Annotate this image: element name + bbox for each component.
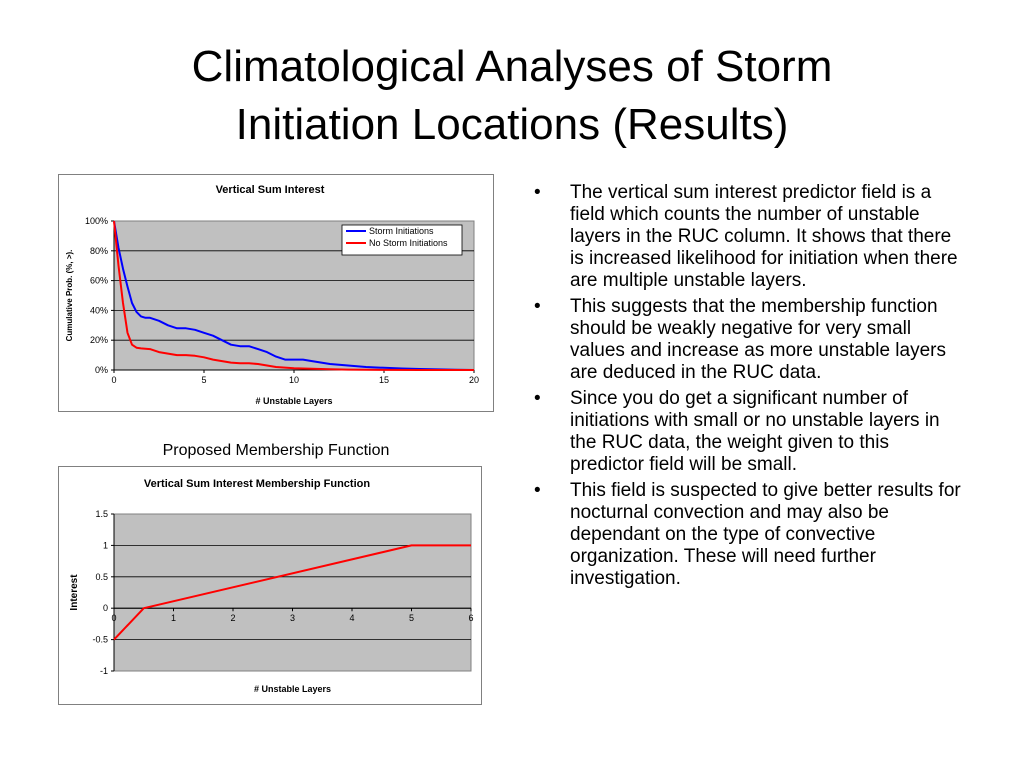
x-tick-label: 1 — [171, 613, 176, 623]
x-tick-label: 3 — [290, 613, 295, 623]
y-tick-label: 20% — [90, 335, 108, 345]
y-tick-label: 100% — [85, 216, 108, 226]
bullet-list: • The vertical sum interest predictor fie… — [528, 182, 968, 594]
legend-label: No Storm Initiations — [369, 238, 448, 248]
bullet-text: This field is suspected to give better r… — [570, 480, 961, 589]
slide-title: Climatological Analyses of Storm Initiat… — [0, 38, 1024, 154]
bullet-item: • This suggests that the membership funct… — [528, 296, 968, 384]
membership-function-chart: -1 -0.5 0 0.5 1 1.5 0 1 2 3 4 5 6 Vertical Sum Intere… — [58, 466, 482, 705]
y-tick-label: 40% — [90, 305, 108, 315]
y-tick-label: 0 — [103, 603, 108, 613]
chart-title: Vertical Sum Interest — [216, 184, 325, 196]
bullet-marker: • — [534, 480, 541, 501]
y-axis-label: Cumulative Prob. (%, >). — [65, 250, 74, 342]
bullet-item: • Since you do get a significant number o… — [528, 388, 968, 476]
y-tick-label: -1 — [100, 666, 108, 676]
y-tick-label: 1.5 — [95, 509, 108, 519]
bullet-text: This suggests that the membership functi… — [570, 296, 946, 383]
x-axis-label: # Unstable Layers — [255, 396, 332, 406]
y-tick-label: 1 — [103, 540, 108, 550]
x-tick-label: 10 — [289, 375, 299, 385]
x-tick-label: 0 — [111, 613, 116, 623]
plot-area — [113, 513, 472, 672]
cumulative-probability-chart: 0% 20% 40% 60% 80% 100% 0 5 10 15 20 Vertical Sum I… — [58, 174, 494, 412]
chart-title: Vertical Sum Interest Membership Functio… — [144, 478, 370, 490]
x-tick-label: 2 — [230, 613, 235, 623]
bullet-item: • The vertical sum interest predictor fie… — [528, 182, 968, 292]
y-tick-label: 60% — [90, 276, 108, 286]
series-line — [113, 544, 471, 641]
x-tick-label: 4 — [349, 613, 354, 623]
cumulative-probability-chart-svg: 0% 20% 40% 60% 80% 100% 0 5 10 15 20 Vertical Sum I… — [65, 184, 479, 406]
x-tick-label: 5 — [201, 375, 206, 385]
x-tick-label: 6 — [468, 613, 473, 623]
y-tick-label: 0.5 — [95, 572, 108, 582]
bullet-text: Since you do get a significant number of… — [570, 388, 940, 475]
x-axis-label: # Unstable Layers — [254, 684, 331, 694]
x-tick-label: 20 — [469, 375, 479, 385]
membership-function-caption: Proposed Membership Function — [162, 442, 390, 459]
slide-title-line-1: Climatological Analyses of Storm — [191, 42, 833, 91]
bullet-marker: • — [534, 296, 541, 317]
bullet-marker: • — [534, 388, 541, 409]
x-tick-label: 15 — [379, 375, 389, 385]
y-tick-label: 0% — [95, 365, 108, 375]
bullet-item: • This field is suspected to give better … — [528, 480, 968, 590]
y-tick-label: -0.5 — [92, 635, 108, 645]
membership-function-chart-svg: -1 -0.5 0 0.5 1 1.5 0 1 2 3 4 5 6 Vertical Sum Intere… — [69, 478, 474, 694]
series-line — [113, 220, 475, 371]
bullet-marker: • — [534, 182, 541, 203]
slide-title-line-2: Initiation Locations (Results) — [235, 100, 789, 149]
x-tick-label: 5 — [409, 613, 414, 623]
series-line — [113, 220, 474, 371]
legend-label: Storm Initiations — [369, 226, 434, 236]
bullet-text: The vertical sum interest predictor fiel… — [570, 182, 958, 291]
x-tick-label: 0 — [111, 375, 116, 385]
y-axis-label: Interest — [69, 574, 80, 611]
y-tick-label: 80% — [90, 246, 108, 256]
